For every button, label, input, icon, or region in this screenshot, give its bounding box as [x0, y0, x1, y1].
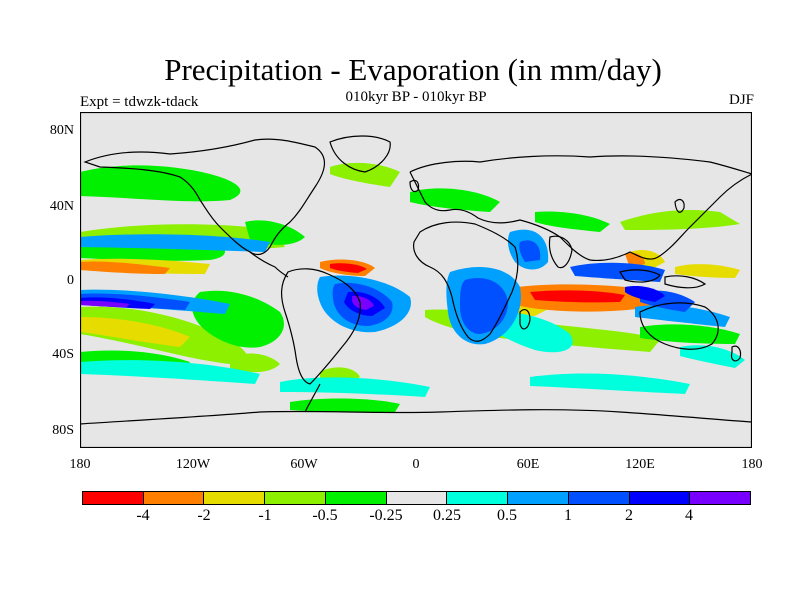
field-purple	[80, 295, 374, 310]
colorbar-swatch	[628, 491, 691, 505]
lon-tick-180w: 180	[69, 457, 91, 472]
lon-tick-60w: 60W	[290, 457, 318, 472]
map-frame	[80, 112, 752, 448]
colorbar-label: 2	[625, 507, 633, 524]
colorbar-swatch	[264, 491, 326, 505]
plot-title: Precipitation - Evaporation (in mm/day)	[164, 52, 662, 87]
lon-tick-60e: 60E	[516, 457, 540, 472]
field-red	[330, 263, 625, 303]
colorbar-label: -1	[258, 507, 272, 524]
field-green	[80, 165, 740, 412]
colorbar-label: 0.5	[497, 507, 517, 524]
colorbar-swatch	[203, 491, 266, 505]
colorbar-label: -0.5	[312, 507, 338, 524]
lat-tick-40s: 40S	[52, 347, 74, 362]
colorbar-swatch	[567, 491, 630, 505]
colorbar-swatch	[142, 491, 205, 505]
colorbar-swatch	[507, 491, 569, 505]
colorbar-label: 4	[685, 507, 693, 524]
colorbar-swatch	[689, 491, 751, 505]
colorbar-label: -2	[197, 507, 211, 524]
lon-tick-180e: 180	[741, 457, 763, 472]
colorbar-label: -4	[136, 507, 150, 524]
colorbar-swatch	[385, 491, 448, 505]
lat-tick-80s: 80S	[52, 423, 74, 438]
colorbar-swatch	[446, 491, 509, 505]
colorbar	[82, 491, 751, 505]
lon-tick-120w: 120W	[175, 457, 211, 472]
season-label: DJF	[728, 92, 754, 108]
coastlines	[80, 135, 752, 425]
lon-tick-0: 0	[412, 457, 420, 472]
plot-subtitle: 010kyr BP - 010kyr BP	[345, 89, 487, 105]
colorbar-label: 1	[564, 507, 572, 524]
lat-tick-40n: 40N	[49, 199, 74, 214]
lon-tick-120e: 120E	[625, 457, 655, 472]
precip-evap-map	[80, 112, 752, 448]
experiment-label: Expt = tdwzk-tdack	[80, 94, 199, 110]
colorbar-label: -0.25	[369, 507, 403, 524]
lat-tick-0: 0	[67, 273, 74, 288]
colorbar-label: 0.25	[433, 507, 461, 524]
map-canvas	[80, 112, 752, 448]
colorbar-swatch	[82, 491, 144, 505]
colorbar-swatch	[324, 491, 387, 505]
lat-tick-80n: 80N	[49, 123, 74, 138]
